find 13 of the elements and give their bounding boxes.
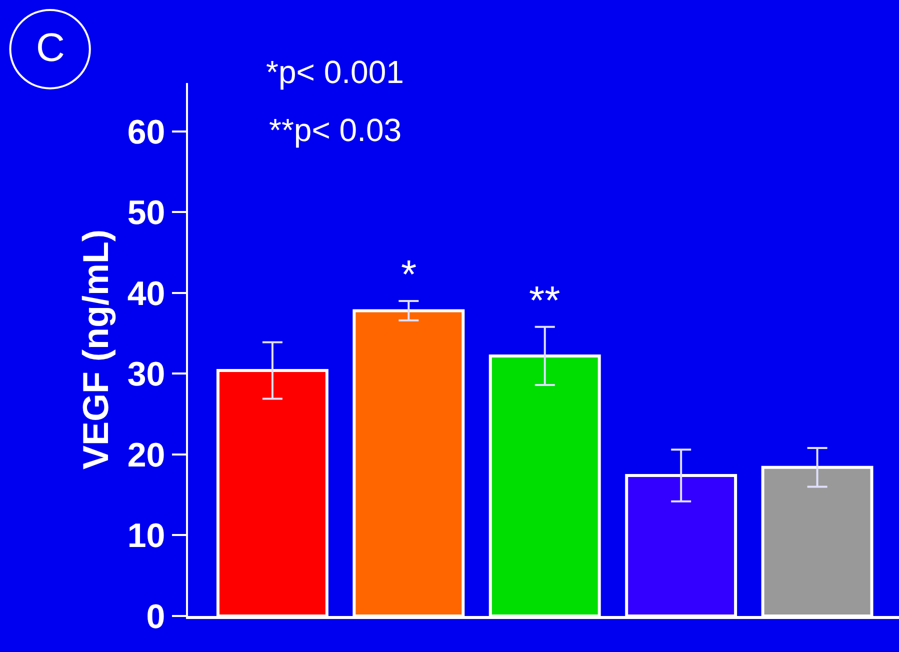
y-tick-label: 60: [127, 113, 166, 152]
text: C: [36, 26, 65, 70]
y-axis-title: VEGF (ng/mL): [74, 230, 116, 470]
y-tick-label: 10: [127, 517, 166, 556]
annotation: **p< 0.03: [269, 112, 402, 148]
annotation: *p< 0.001: [266, 54, 404, 90]
y-tick-label: 20: [127, 436, 166, 474]
data-label: *: [401, 253, 417, 297]
y-tick-label: 50: [127, 194, 166, 232]
data-label: **: [529, 279, 560, 323]
y-tick-label: 0: [146, 598, 166, 636]
y-tick-label: 30: [127, 356, 166, 394]
y-tick-label: 40: [127, 274, 166, 313]
